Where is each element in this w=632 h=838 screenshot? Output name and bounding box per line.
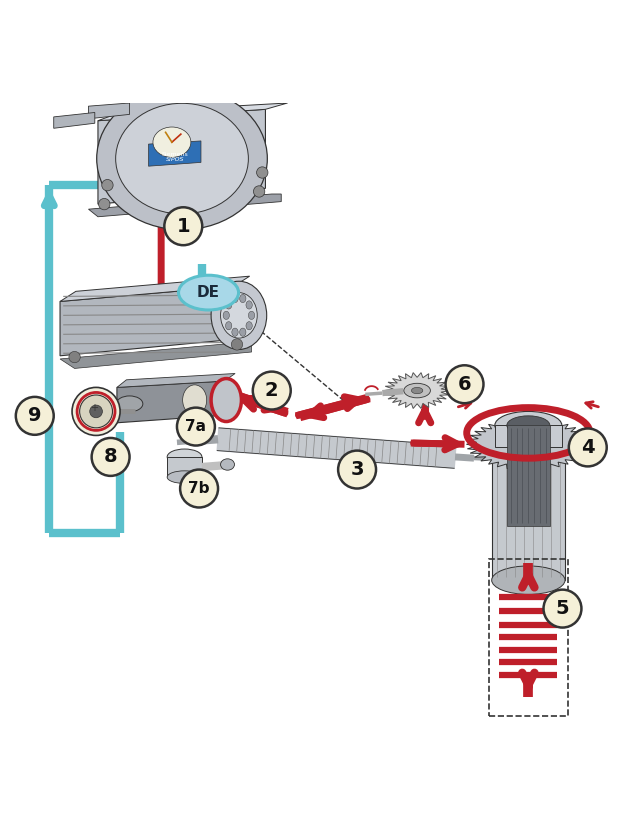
Circle shape <box>253 371 291 410</box>
Text: 4: 4 <box>581 438 595 457</box>
Polygon shape <box>384 373 450 408</box>
Ellipse shape <box>232 294 238 303</box>
Bar <box>167 457 202 477</box>
Circle shape <box>99 199 110 210</box>
Ellipse shape <box>167 449 202 465</box>
Ellipse shape <box>495 411 562 439</box>
Bar <box>492 444 565 580</box>
Circle shape <box>253 186 265 197</box>
Text: 6: 6 <box>458 375 471 394</box>
Ellipse shape <box>226 301 232 309</box>
Ellipse shape <box>97 87 267 230</box>
Circle shape <box>177 407 215 446</box>
Polygon shape <box>98 109 265 204</box>
Ellipse shape <box>153 127 191 158</box>
Text: +: + <box>90 402 97 412</box>
Circle shape <box>569 428 607 467</box>
Ellipse shape <box>167 471 202 484</box>
Bar <box>507 426 550 526</box>
Circle shape <box>257 167 268 178</box>
Circle shape <box>102 179 113 191</box>
Ellipse shape <box>232 328 238 336</box>
Ellipse shape <box>221 459 234 470</box>
Bar <box>489 559 568 716</box>
Circle shape <box>544 590 581 628</box>
Ellipse shape <box>411 387 423 394</box>
Circle shape <box>92 438 130 476</box>
Ellipse shape <box>226 322 232 330</box>
Text: 2: 2 <box>265 381 279 400</box>
Text: 5: 5 <box>556 599 569 618</box>
Ellipse shape <box>240 294 246 303</box>
Circle shape <box>69 351 80 363</box>
Ellipse shape <box>240 328 246 336</box>
Circle shape <box>180 469 218 508</box>
Circle shape <box>164 207 202 246</box>
Circle shape <box>338 451 376 489</box>
Ellipse shape <box>211 379 241 422</box>
Text: 7a: 7a <box>185 419 207 434</box>
Ellipse shape <box>507 416 550 435</box>
Polygon shape <box>88 103 130 119</box>
Polygon shape <box>60 343 252 369</box>
Ellipse shape <box>492 566 565 594</box>
Text: DE: DE <box>197 285 220 300</box>
Circle shape <box>16 397 54 435</box>
Ellipse shape <box>223 311 229 319</box>
Circle shape <box>231 339 243 350</box>
Polygon shape <box>117 374 235 387</box>
Ellipse shape <box>116 396 143 411</box>
Ellipse shape <box>178 275 238 310</box>
Polygon shape <box>98 103 288 121</box>
Polygon shape <box>149 141 201 166</box>
Circle shape <box>90 405 102 417</box>
Polygon shape <box>60 277 250 302</box>
Polygon shape <box>54 112 95 128</box>
Text: 7b: 7b <box>188 481 210 496</box>
Ellipse shape <box>221 292 257 338</box>
Text: Siemens: Siemens <box>162 152 188 157</box>
Polygon shape <box>466 418 590 470</box>
Text: 1: 1 <box>176 217 190 235</box>
Circle shape <box>72 387 120 436</box>
Ellipse shape <box>211 282 267 349</box>
Polygon shape <box>117 381 224 423</box>
Text: 9: 9 <box>28 406 42 426</box>
Ellipse shape <box>183 385 207 415</box>
Text: 8: 8 <box>104 447 118 467</box>
Polygon shape <box>60 287 234 356</box>
Ellipse shape <box>116 103 248 214</box>
Circle shape <box>446 365 483 403</box>
Text: SIPOS: SIPOS <box>166 158 185 163</box>
Polygon shape <box>217 428 456 468</box>
Polygon shape <box>88 194 281 217</box>
Circle shape <box>80 395 112 428</box>
Ellipse shape <box>404 383 430 398</box>
Ellipse shape <box>246 301 252 309</box>
Ellipse shape <box>248 311 255 319</box>
Text: 3: 3 <box>350 460 364 479</box>
Ellipse shape <box>246 322 252 330</box>
Bar <box>495 426 562 447</box>
